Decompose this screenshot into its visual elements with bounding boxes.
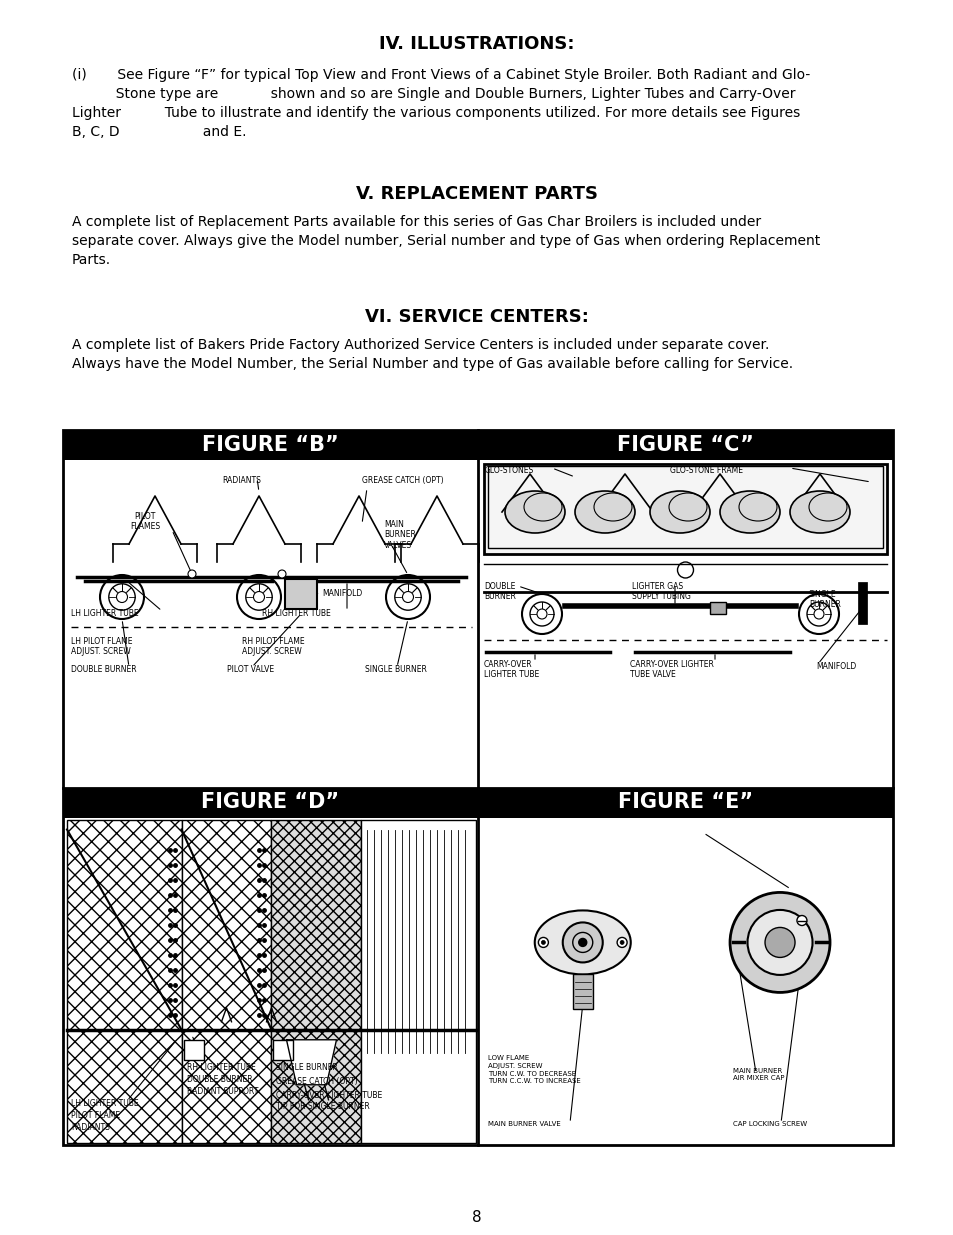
Text: SINGLE BURNER: SINGLE BURNER: [365, 664, 426, 674]
Text: FIGURE “C”: FIGURE “C”: [617, 435, 753, 454]
Text: MANIFOLD: MANIFOLD: [322, 589, 362, 598]
Ellipse shape: [535, 910, 630, 974]
Bar: [274, 1040, 294, 1060]
Circle shape: [562, 923, 602, 962]
Text: CARRY-OVER
LIGHTER TUBE: CARRY-OVER LIGHTER TUBE: [483, 659, 538, 679]
Bar: [477, 430, 892, 459]
Bar: [477, 788, 892, 818]
Text: GLO-STONE FRAME: GLO-STONE FRAME: [669, 466, 742, 475]
Text: RH LIGHTER TUBE: RH LIGHTER TUBE: [262, 609, 331, 618]
Text: FIGURE “E”: FIGURE “E”: [618, 793, 752, 813]
Bar: [181, 820, 272, 1144]
Text: GREASE CATCH (OPT): GREASE CATCH (OPT): [276, 1077, 357, 1086]
Circle shape: [796, 915, 806, 925]
Text: SINGLE BURNER: SINGLE BURNER: [276, 1063, 338, 1072]
Bar: [272, 820, 361, 1144]
Circle shape: [617, 937, 626, 947]
Text: FIGURE “D”: FIGURE “D”: [201, 793, 339, 813]
Bar: [710, 601, 725, 614]
Text: MAIN
BURNER
VALVES: MAIN BURNER VALVES: [384, 520, 416, 550]
Bar: [483, 464, 886, 555]
Text: CARRY-OVER LIGHTER
TUBE VALVE: CARRY-OVER LIGHTER TUBE VALVE: [629, 659, 713, 679]
Ellipse shape: [504, 492, 564, 534]
Circle shape: [537, 937, 548, 947]
Circle shape: [619, 940, 623, 945]
Text: V. REPLACEMENT PARTS: V. REPLACEMENT PARTS: [355, 185, 598, 203]
Circle shape: [188, 571, 195, 578]
Ellipse shape: [789, 492, 849, 534]
Text: RADIANTS: RADIANTS: [71, 1123, 110, 1132]
Circle shape: [747, 910, 812, 974]
Text: LIGHTER GAS
SUPPLY TUBING: LIGHTER GAS SUPPLY TUBING: [631, 582, 690, 601]
Text: LH LIGHTER TUBE: LH LIGHTER TUBE: [71, 609, 138, 618]
Text: DOUBLE
BURNER: DOUBLE BURNER: [483, 582, 516, 601]
Text: IV. ILLUSTRATIONS:: IV. ILLUSTRATIONS:: [379, 35, 574, 53]
Ellipse shape: [649, 492, 709, 534]
Text: CARRY-OVER LIGHTER TUBE
TIP FOR SINGLE BURNER: CARRY-OVER LIGHTER TUBE TIP FOR SINGLE B…: [276, 1091, 382, 1112]
Text: GLO-STONES: GLO-STONES: [484, 466, 534, 475]
Bar: [183, 1040, 203, 1060]
Text: VI. SERVICE CENTERS:: VI. SERVICE CENTERS:: [365, 308, 588, 326]
Text: RADIANTS: RADIANTS: [222, 475, 260, 485]
Text: PILOT FLAME: PILOT FLAME: [71, 1112, 120, 1120]
Text: DOUBLE BURNER: DOUBLE BURNER: [71, 664, 136, 674]
Text: (i)       See Figure “F” for typical Top View and Front Views of a Cabinet Style: (i) See Figure “F” for typical Top View …: [71, 68, 809, 138]
Text: RH PILOT FLAME
ADJUST. SCREW: RH PILOT FLAME ADJUST. SCREW: [242, 637, 304, 656]
Circle shape: [729, 893, 829, 993]
Ellipse shape: [720, 492, 780, 534]
Text: LOW FLAME
ADJUST. SCREW
TURN C.W. TO DECREASE
TURN C.C.W. TO INCREASE: LOW FLAME ADJUST. SCREW TURN C.W. TO DEC…: [488, 1055, 580, 1084]
Circle shape: [540, 940, 545, 945]
Text: MANIFOLD: MANIFOLD: [815, 662, 856, 671]
Text: GREASE CATCH (OPT): GREASE CATCH (OPT): [361, 475, 443, 485]
Bar: [63, 788, 477, 818]
Bar: [361, 820, 476, 1144]
Text: DOUBLE BURNER: DOUBLE BURNER: [187, 1074, 252, 1084]
Bar: [63, 430, 477, 459]
Text: MAIN BURNER VALVE: MAIN BURNER VALVE: [488, 1121, 560, 1128]
Text: RADIANT SUPPORT: RADIANT SUPPORT: [187, 1087, 257, 1095]
Text: LH PILOT FLAME
ADJUST. SCREW: LH PILOT FLAME ADJUST. SCREW: [71, 637, 132, 656]
Bar: [67, 820, 181, 1144]
Bar: [488, 466, 882, 548]
Text: RH LIGHTER TUBE: RH LIGHTER TUBE: [187, 1063, 255, 1072]
Bar: [285, 579, 316, 609]
Text: A complete list of Replacement Parts available for this series of Gas Char Broil: A complete list of Replacement Parts ava…: [71, 215, 820, 267]
Text: PILOT
FLAMES: PILOT FLAMES: [130, 513, 160, 531]
Text: PILOT VALVE: PILOT VALVE: [227, 664, 274, 674]
Text: CAP LOCKING SCREW: CAP LOCKING SCREW: [732, 1121, 806, 1128]
Ellipse shape: [575, 492, 635, 534]
Circle shape: [764, 927, 794, 957]
Bar: [572, 974, 592, 1009]
Text: MAIN BURNER
AIR MIXER CAP: MAIN BURNER AIR MIXER CAP: [732, 1068, 783, 1081]
Circle shape: [277, 571, 286, 578]
Circle shape: [578, 939, 586, 946]
Text: LH LIGHTER TUBE: LH LIGHTER TUBE: [71, 1099, 138, 1108]
Text: FIGURE “B”: FIGURE “B”: [202, 435, 338, 454]
Text: 8: 8: [472, 1210, 481, 1225]
Bar: [63, 430, 892, 1145]
Text: A complete list of Bakers Pride Factory Authorized Service Centers is included u: A complete list of Bakers Pride Factory …: [71, 338, 792, 370]
Polygon shape: [286, 1040, 336, 1084]
Text: SINGLE
BURNER: SINGLE BURNER: [808, 590, 840, 609]
